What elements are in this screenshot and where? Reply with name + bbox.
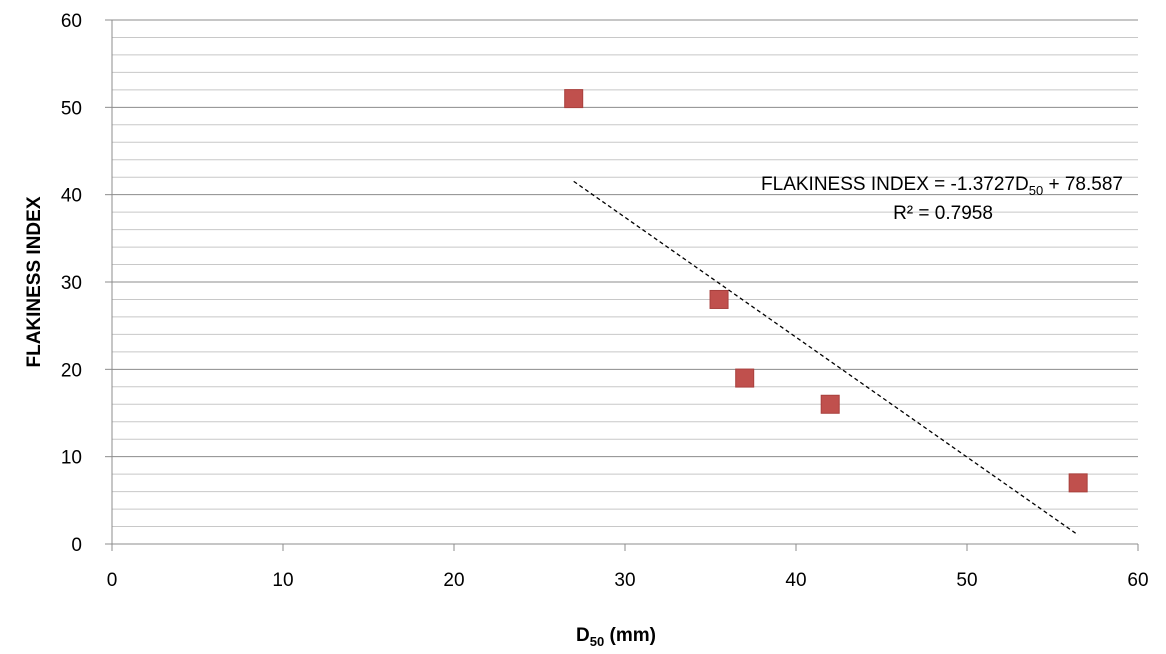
- y-tick-label: 20: [61, 360, 82, 381]
- x-tick-label: 10: [272, 570, 293, 591]
- trendline-equation: FLAKINESS INDEX = -1.3727D50 + 78.587: [761, 174, 1123, 198]
- x-tick-label: 20: [443, 570, 464, 591]
- x-tick-label: 60: [1127, 570, 1148, 591]
- data-point: [735, 368, 755, 388]
- y-tick-label: 30: [61, 273, 82, 294]
- x-axis-title-suffix: (mm): [604, 625, 656, 646]
- minor-gridlines: [112, 36, 1138, 528]
- y-axis-ticks: [105, 19, 112, 545]
- trendline: [573, 180, 1079, 536]
- trendline-equation-suffix: + 78.587: [1043, 174, 1123, 195]
- y-tick-label: 50: [61, 98, 82, 119]
- y-tick-label: 10: [61, 448, 82, 469]
- data-point: [709, 289, 729, 309]
- data-point: [820, 394, 840, 414]
- trendline-r-squared: R² = 0.7958: [893, 203, 993, 224]
- x-tick-label: 40: [785, 570, 806, 591]
- y-tick-label: 40: [61, 186, 82, 207]
- x-axis-title-subscript: 50: [590, 634, 604, 649]
- data-points: [564, 89, 1088, 493]
- y-axis-tick-labels: 0 10 20 30 40 50 60: [61, 11, 82, 556]
- x-axis-title-main: D: [576, 625, 590, 646]
- trendline-equation-prefix: FLAKINESS INDEX = -1.3727D: [761, 174, 1029, 195]
- y-tick-label: 0: [71, 535, 82, 556]
- major-gridlines: [112, 19, 1138, 458]
- trendline-equation-subscript: 50: [1029, 183, 1043, 198]
- y-axis-title: FLAKINESS INDEX: [24, 196, 45, 367]
- data-point: [564, 89, 584, 109]
- x-axis-ticks: [111, 544, 1139, 551]
- x-axis-title: D50 (mm): [576, 625, 656, 649]
- data-point: [1068, 473, 1088, 493]
- y-tick-label: 60: [61, 11, 82, 32]
- x-tick-label: 50: [956, 570, 977, 591]
- x-axis-tick-labels: 0 10 20 30 40 50 60: [107, 570, 1149, 591]
- x-tick-label: 0: [107, 570, 118, 591]
- x-tick-label: 30: [614, 570, 635, 591]
